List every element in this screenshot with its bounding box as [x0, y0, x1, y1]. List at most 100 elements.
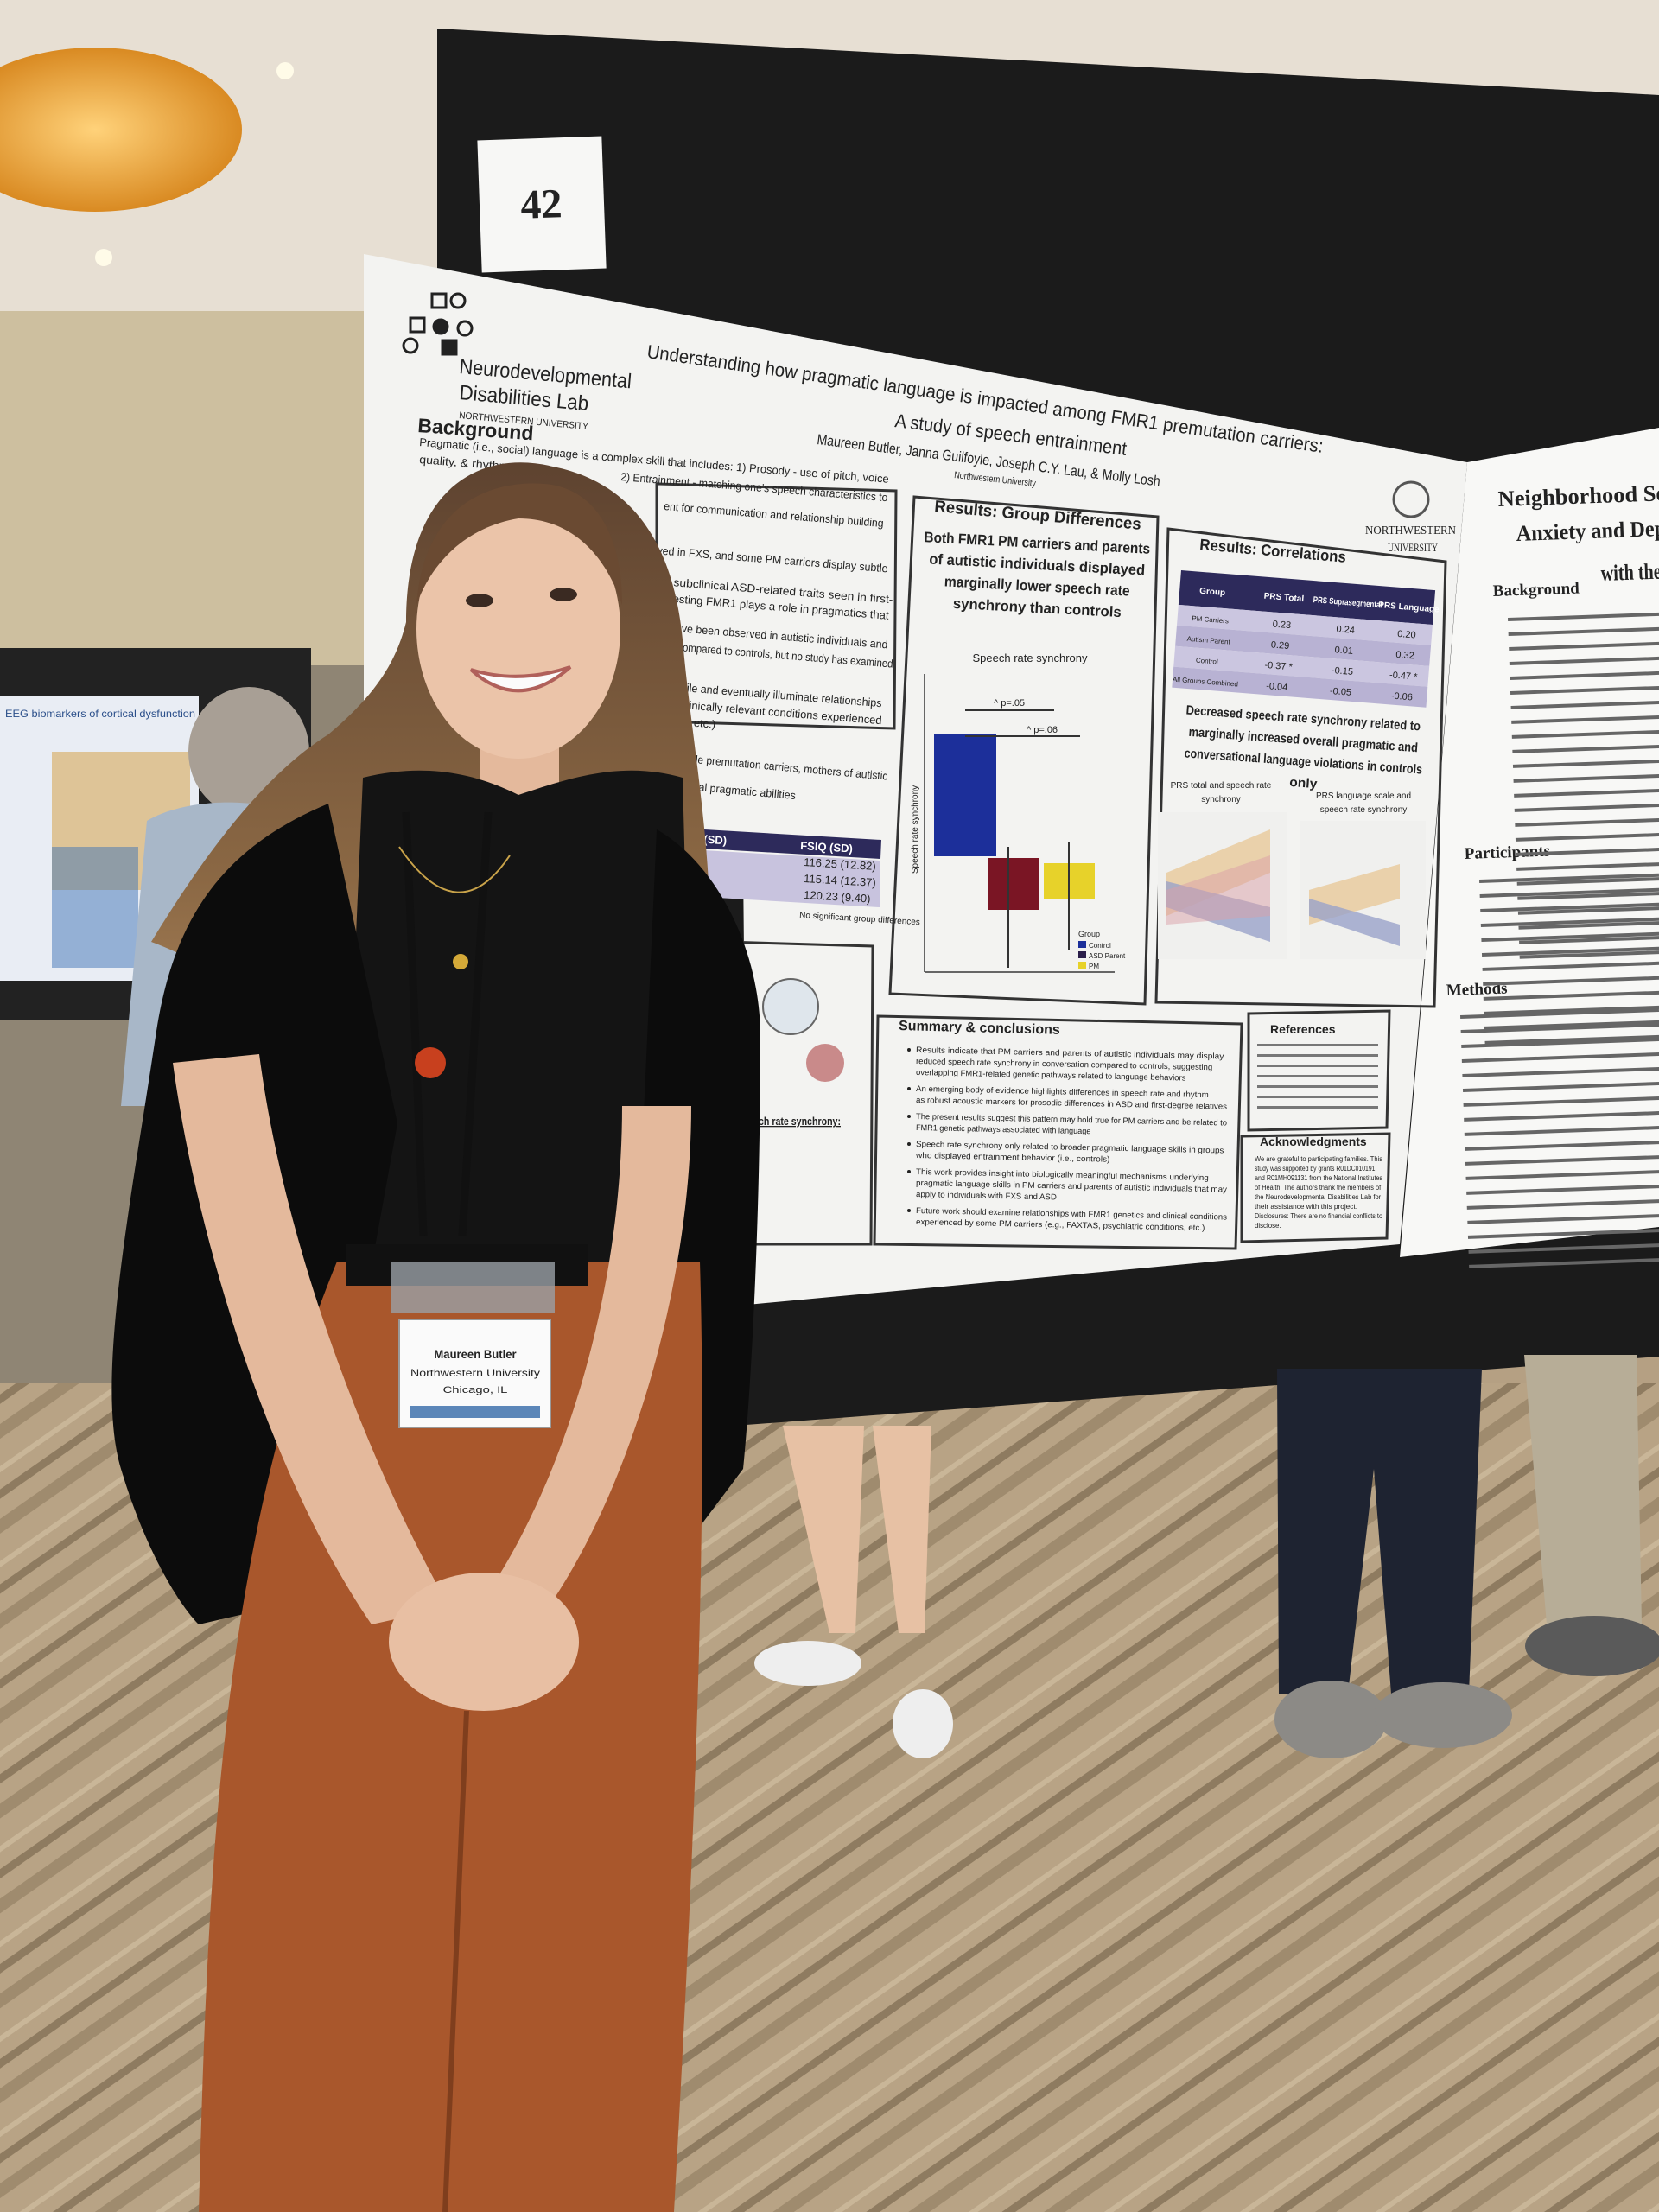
pendant: [453, 954, 468, 969]
second-poster-line: [1513, 773, 1659, 783]
section-heading: Acknowledgments: [1260, 1135, 1367, 1148]
summary-text: apply to individuals with FXS and ASD: [916, 1190, 1057, 1202]
lab-logo: [402, 292, 474, 356]
table-cell: PM Carriers: [1192, 614, 1229, 625]
table-cell: 120.23 (9.40): [804, 888, 871, 906]
badge-clip: [391, 1262, 555, 1313]
background-text: ch rate synchrony:: [759, 1115, 841, 1128]
second-poster-line: [1514, 788, 1659, 798]
logo-circle: [456, 320, 474, 337]
ceiling-lamp: [0, 48, 242, 212]
face: [416, 499, 620, 759]
ci-band: [1309, 899, 1400, 946]
table-cell: Autism Parent: [1186, 635, 1231, 646]
logo-circle: [432, 318, 449, 335]
second-poster-line: [1468, 1243, 1659, 1254]
table-row: [1172, 666, 1428, 708]
side-poster-figure: [52, 847, 138, 968]
second-poster-line: [1465, 1140, 1659, 1151]
second-poster-line: [1465, 1154, 1659, 1166]
second-poster-line: [1483, 976, 1659, 986]
avatar-icon: [806, 1044, 844, 1082]
table-cell: -0.47 *: [1389, 670, 1419, 683]
speech-icon: [762, 978, 819, 1035]
badge-text: Maureen Butler: [434, 1347, 517, 1361]
arm: [173, 1054, 449, 1624]
second-poster-line: [1466, 1184, 1659, 1195]
hands: [389, 1573, 579, 1711]
poster-number-card: [477, 136, 607, 273]
second-poster-line: [1481, 931, 1659, 942]
second-poster-line: [1481, 946, 1659, 957]
table-cell: 116.25 (12.82): [804, 855, 876, 873]
table-header: FSIQ (SD): [800, 839, 853, 855]
side-poster-title: EEG biomarkers of cortical dysfunction: [5, 708, 195, 720]
bullet: [907, 1115, 911, 1118]
table-row: [1176, 604, 1433, 645]
chart-annotation: ^ p=.05: [994, 698, 1025, 709]
table-cell: -0.15: [1331, 665, 1353, 677]
table-row: [1175, 625, 1432, 666]
plot-caption: speech rate synchrony: [1320, 805, 1408, 815]
legend-entry: ASD Parent: [1089, 952, 1126, 960]
sneaker: [754, 1641, 861, 1686]
logo-square: [409, 316, 426, 334]
second-poster-line: [1518, 920, 1659, 930]
lanyard: [402, 811, 428, 1236]
university-seal: [1392, 480, 1430, 518]
second-poster-line: [1517, 891, 1659, 900]
badge-text: Northwestern University: [410, 1367, 540, 1379]
table-row: [1173, 645, 1430, 687]
table-cell: 0.29: [1270, 639, 1289, 652]
acknowledgment-text: disclose.: [1255, 1222, 1281, 1230]
acknowledgment-text: the Neurodevelopmental Disabilities Lab …: [1255, 1193, 1382, 1201]
table-cell: 0.32: [1395, 650, 1414, 662]
table-cell: 0.01: [1334, 645, 1353, 657]
panel: [1240, 1132, 1391, 1243]
table-cell: 0.24: [1336, 624, 1355, 636]
sample-table-header: [674, 828, 881, 859]
visitor-leg: [873, 1426, 931, 1633]
second-poster-line: [1511, 729, 1659, 739]
second-poster-line: [1483, 990, 1659, 1001]
second-poster-line: [1516, 847, 1659, 856]
second-poster-line: [1466, 1198, 1659, 1210]
acknowledgment-text: We are grateful to participating familie…: [1255, 1155, 1382, 1163]
sneaker: [1374, 1682, 1512, 1748]
necklace: [398, 846, 511, 893]
second-poster-line: [1480, 917, 1659, 927]
bullet: [907, 1209, 911, 1212]
second-poster-line: [1467, 1228, 1659, 1239]
table-cell: Control: [1196, 657, 1219, 666]
ceiling-light: [276, 62, 294, 79]
second-poster-line: [1464, 1125, 1659, 1136]
top: [341, 770, 696, 1270]
second-poster-heading: Background: [1492, 580, 1580, 601]
second-poster-line: [1514, 803, 1659, 812]
bullet: [907, 1048, 911, 1052]
badge-text: Chicago, IL: [443, 1385, 508, 1395]
table-cell: -0.37 *: [1264, 660, 1294, 673]
second-poster-line: [1510, 700, 1659, 709]
ci-band: [1166, 855, 1270, 925]
reference-line: [1257, 1075, 1378, 1077]
logo-square: [441, 339, 458, 356]
visitor-pants: [1524, 1355, 1642, 1624]
woman: [111, 462, 760, 2212]
hair-front: [416, 483, 622, 605]
chart-title: Speech rate synchrony: [973, 652, 1088, 664]
reference-line: [1257, 1085, 1378, 1088]
second-poster-line: [1462, 1081, 1659, 1092]
plot-caption: PRS language scale and: [1316, 791, 1411, 801]
reference-line: [1257, 1065, 1378, 1067]
bullet: [907, 1170, 911, 1173]
badge-stripe: [410, 1406, 540, 1418]
axis-label: Speech rate synchrony: [911, 785, 920, 874]
reference-line: [1257, 1106, 1378, 1109]
table-header: Group: [1199, 587, 1226, 598]
panel: [873, 1014, 1243, 1250]
second-poster-line: [1460, 1022, 1659, 1033]
second-poster-line: [1510, 685, 1659, 695]
panel: [1247, 1009, 1391, 1132]
